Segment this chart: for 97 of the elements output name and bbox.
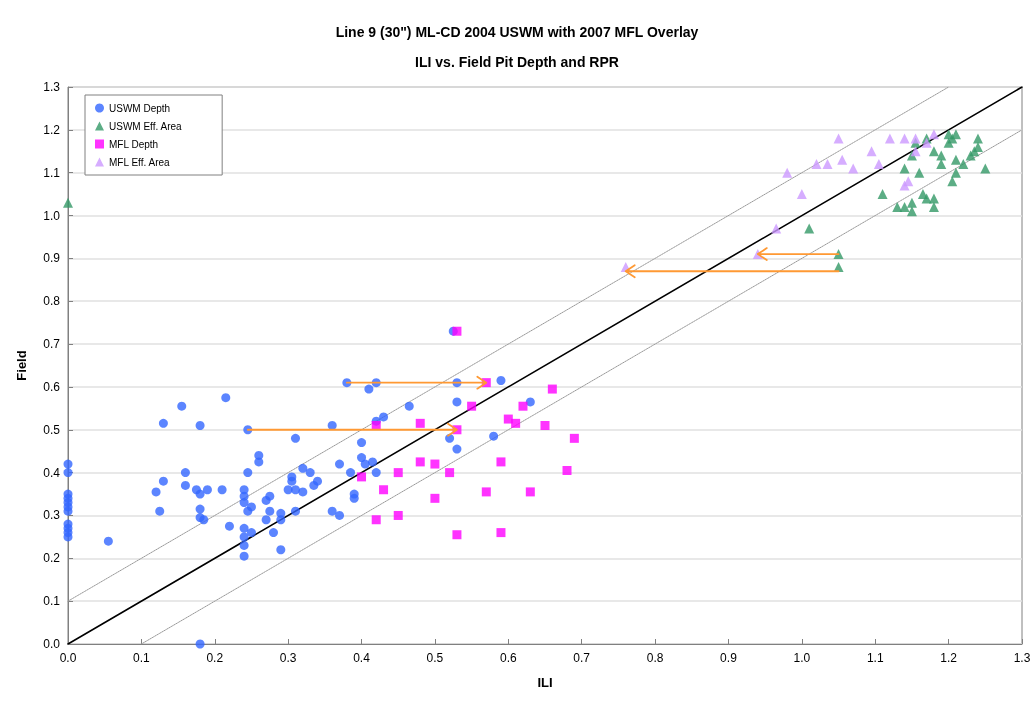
- point: [771, 223, 782, 234]
- point: [496, 457, 506, 467]
- point: [980, 163, 991, 174]
- point: [899, 133, 910, 144]
- point: [899, 163, 910, 174]
- point: [899, 201, 910, 212]
- point: [833, 133, 844, 144]
- point: [910, 133, 921, 144]
- y-tick-label: 0.7: [43, 337, 61, 352]
- point: [936, 150, 947, 161]
- point: [936, 159, 947, 170]
- chart-title: Line 9 (30") ML-CD 2004 USWM with 2007 MFL Overlay: [335, 24, 699, 40]
- point: [63, 197, 73, 208]
- x-tick-label: 1.2: [940, 651, 958, 665]
- point: [892, 201, 903, 212]
- point: [782, 167, 793, 178]
- y-tick-label: 0.9: [43, 251, 61, 266]
- point: [804, 223, 815, 234]
- y-tick-label: 1.1: [43, 165, 61, 180]
- point: [837, 154, 848, 165]
- point: [562, 465, 572, 475]
- legend-label: USWM Depth: [109, 102, 171, 114]
- point: [873, 159, 884, 170]
- point: [430, 459, 440, 469]
- point: [452, 530, 462, 540]
- point: [928, 201, 939, 212]
- point: [928, 129, 939, 140]
- point: [415, 457, 425, 467]
- point: [452, 326, 462, 336]
- y-tick-label: 0.1: [43, 594, 61, 609]
- x-tick-label: 0.8: [646, 651, 664, 665]
- point: [950, 129, 961, 140]
- point: [928, 146, 939, 157]
- point: [972, 133, 983, 144]
- point: [467, 401, 477, 411]
- point: [496, 528, 506, 538]
- point: [415, 418, 425, 428]
- point: [877, 189, 888, 200]
- x-tick-label: 1.0: [793, 651, 811, 665]
- x-tick-label: 0.9: [720, 651, 738, 665]
- point: [379, 485, 389, 495]
- x-axis-title: ILI: [537, 675, 553, 690]
- y-tick-label: 1.2: [43, 122, 61, 137]
- point: [903, 176, 914, 187]
- x-tick-label: 0.6: [499, 651, 517, 665]
- point: [569, 433, 579, 443]
- chart-subtitle: ILI vs. Field Pit Depth and RPR: [415, 54, 619, 70]
- legend-label: USWM Eff. Area: [109, 120, 183, 132]
- y-tick-label: 0.0: [43, 637, 61, 651]
- y-tick-label: 0.6: [43, 379, 61, 394]
- point: [921, 137, 932, 148]
- point: [910, 146, 921, 157]
- legend-label: MFL Eff. Area: [109, 156, 171, 168]
- point: [357, 472, 367, 482]
- y-tick-label: 0.3: [43, 508, 61, 523]
- point: [822, 159, 833, 170]
- point: [481, 487, 491, 497]
- x-tick-label: 0.7: [573, 651, 591, 665]
- x-tick-label: 1.3: [1013, 651, 1031, 665]
- y-tick-label: 0.4: [43, 465, 61, 480]
- point: [547, 384, 557, 394]
- point: [950, 167, 961, 178]
- y-tick-label: 0.5: [43, 422, 61, 437]
- point: [848, 163, 859, 174]
- legend-label: MFL Depth: [109, 138, 159, 150]
- point: [906, 197, 917, 208]
- point: [972, 141, 983, 152]
- x-tick-label: 0.4: [353, 651, 371, 665]
- x-tick-label: 0.5: [426, 651, 444, 665]
- y-tick-label: 1.0: [43, 208, 61, 223]
- point: [958, 159, 969, 170]
- x-tick-label: 1.1: [866, 651, 884, 665]
- y-tick-label: 1.3: [43, 80, 61, 94]
- x-tick-label: 0.0: [59, 651, 77, 665]
- point: [914, 167, 925, 178]
- point: [518, 401, 528, 411]
- point: [811, 159, 822, 170]
- point: [796, 189, 807, 200]
- point: [866, 146, 877, 157]
- point: [540, 420, 550, 430]
- point: [906, 206, 917, 217]
- point: [371, 515, 381, 525]
- point: [884, 133, 895, 144]
- point: [445, 468, 455, 478]
- point: [525, 487, 535, 497]
- y-tick-label: 0.2: [43, 551, 61, 566]
- x-tick-label: 0.2: [206, 651, 224, 665]
- point: [393, 510, 403, 520]
- x-tick-label: 0.1: [133, 651, 151, 665]
- point: [430, 493, 440, 503]
- x-tick-label: 0.3: [279, 651, 297, 665]
- y-tick-label: 0.8: [43, 294, 61, 309]
- y-axis-title: Field: [14, 350, 29, 381]
- point: [928, 193, 939, 204]
- point: [950, 154, 961, 165]
- point: [393, 468, 403, 478]
- point: [511, 418, 521, 428]
